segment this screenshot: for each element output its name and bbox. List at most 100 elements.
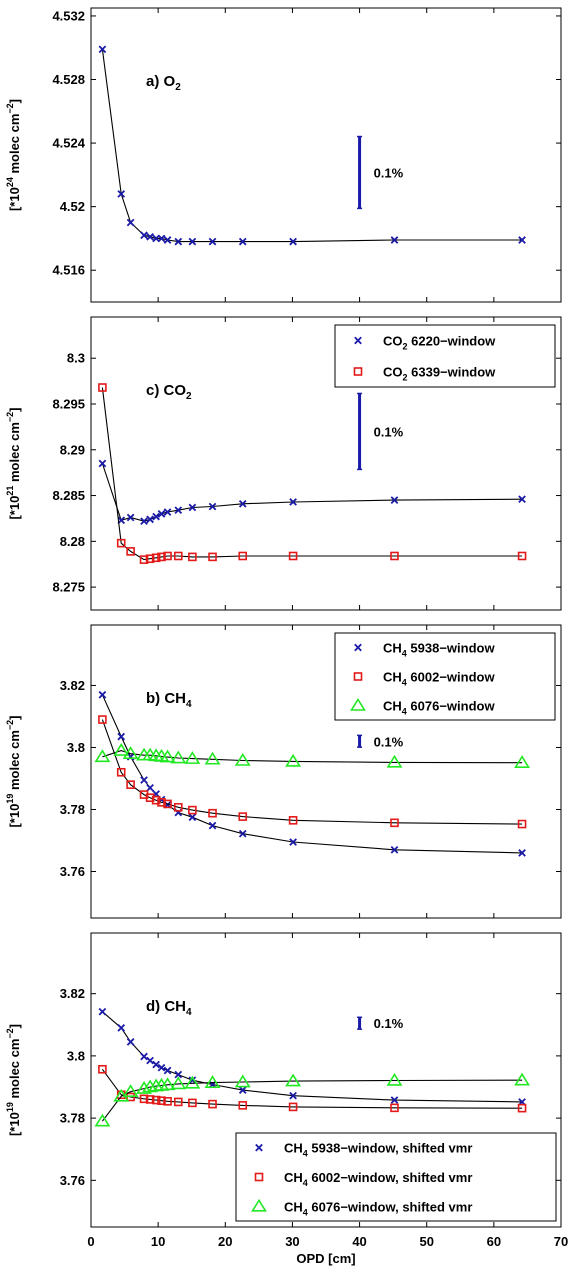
data-point	[208, 808, 217, 818]
y-tick-label: 3.8	[67, 1048, 85, 1063]
data-point	[188, 813, 197, 822]
data-point	[285, 1073, 302, 1087]
data-point	[234, 752, 251, 766]
data-point	[146, 515, 154, 524]
data-point	[139, 555, 149, 564]
data-point	[208, 1099, 217, 1109]
legend-entry-subscript: 2	[403, 342, 408, 352]
y-tick-label: 8.3	[67, 351, 85, 366]
data-point	[173, 803, 183, 812]
data-point	[94, 749, 111, 763]
legend-marker	[255, 1143, 263, 1152]
series-line	[101, 719, 523, 825]
data-point	[117, 1024, 126, 1032]
data-point	[514, 755, 530, 768]
data-point	[146, 783, 154, 792]
x-tick-label: 30	[285, 1234, 299, 1249]
data-point	[151, 1095, 161, 1105]
series-line	[101, 387, 523, 561]
series-line	[102, 1011, 523, 1103]
legend-entry-gas: CH	[383, 670, 402, 685]
data-point	[136, 1081, 152, 1094]
data-point	[184, 1075, 201, 1089]
y-tick-label: 8.275	[52, 580, 85, 595]
data-point	[117, 190, 126, 198]
panel-annotation-text: b) CH	[146, 690, 186, 707]
legend-entry: CH4 5938−window, shifted vmr	[284, 1141, 472, 1159]
legend-entry-window: 6220−window	[408, 334, 497, 349]
data-point	[234, 1074, 251, 1088]
y-tick-label: 4.52	[60, 199, 85, 214]
plot-frame	[90, 932, 562, 1228]
legend-entry: CH4 5938−window	[383, 641, 495, 659]
data-point	[204, 1075, 221, 1088]
data-point	[157, 798, 166, 807]
legend-box	[334, 324, 556, 388]
series-line	[101, 1068, 523, 1109]
data-point	[145, 554, 155, 564]
y-axis-label: [*1019 molec cm−2]	[5, 715, 22, 827]
data-point	[288, 816, 298, 825]
panel-annotation-text: a) O	[146, 73, 176, 90]
data-point	[285, 753, 302, 767]
data-point	[514, 1072, 530, 1086]
legend-entry-gas: CH	[383, 699, 402, 714]
data-point	[173, 1097, 183, 1107]
y-tick-label: 8.295	[52, 396, 85, 411]
data-point	[151, 553, 161, 563]
scale-bar-label: 0.1%	[374, 165, 404, 180]
legend-entry-subscript: 4	[402, 649, 407, 659]
plot-frame	[90, 624, 562, 919]
panel-annotation-subscript: 4	[186, 699, 192, 710]
series-line	[101, 1079, 523, 1122]
data-point	[145, 793, 155, 802]
y-axis-label-exponent: 19	[5, 794, 15, 804]
data-point	[113, 743, 130, 756]
data-point	[163, 236, 172, 244]
data-point	[173, 551, 183, 561]
data-point	[288, 1102, 298, 1112]
panel-annotation-subscript: 4	[186, 1007, 192, 1018]
data-point	[386, 1072, 403, 1086]
data-point	[208, 502, 217, 511]
data-point	[140, 517, 148, 526]
data-point	[518, 495, 526, 504]
data-point	[151, 795, 161, 805]
data-point	[208, 821, 217, 830]
series-1	[98, 459, 526, 526]
data-point	[184, 751, 201, 764]
legend-entry-subscript: 4	[402, 678, 407, 688]
series-3	[94, 1072, 530, 1127]
data-point	[152, 1060, 160, 1069]
y-axis-label-prefix: [*10	[7, 1112, 22, 1136]
legend-entry-window: 6076−window, shifted vmr	[308, 1199, 473, 1214]
chart-panel-2: 8.275 8.28 8.285 8.29 8.295 8.3 [*1021 molec c…	[5, 316, 562, 611]
legend-entry-gas: CO	[383, 365, 403, 380]
x-axis-label: OPD [cm]	[296, 1251, 355, 1266]
legend-entry-subscript: 2	[403, 373, 408, 383]
panel-annotation-subscript: 2	[186, 391, 192, 402]
data-point	[390, 1103, 399, 1113]
y-axis-label-unit: molec cm	[7, 114, 22, 178]
data-point	[98, 1064, 107, 1074]
panel-annotation-text: d) CH	[146, 998, 186, 1015]
y-axis-label-unit-exponent: −2	[5, 720, 15, 730]
data-point	[517, 819, 527, 829]
y-tick-label: 4.516	[52, 263, 85, 278]
data-point	[238, 551, 248, 561]
data-point	[208, 552, 217, 562]
series-1	[98, 690, 526, 857]
data-point	[146, 1056, 154, 1065]
data-point	[163, 799, 172, 809]
data-point	[238, 237, 247, 246]
panel-annotation: c) CO2	[146, 382, 192, 402]
legend-entry: CH4 6076−window, shifted vmr	[284, 1199, 472, 1217]
data-point	[126, 513, 135, 522]
data-point	[174, 1070, 183, 1079]
data-point	[390, 496, 399, 504]
legend-entry-subscript: 4	[303, 1207, 308, 1217]
data-point	[390, 1096, 399, 1104]
y-axis-label-unit: molec cm	[7, 422, 22, 486]
